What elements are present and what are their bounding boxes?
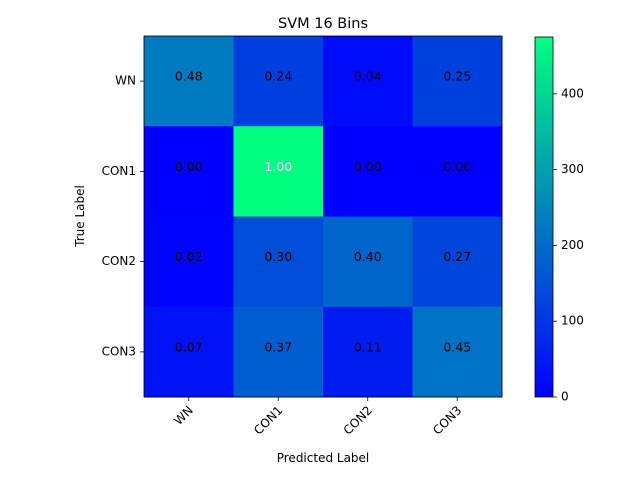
heatmap-cell-r1-c2 — [323, 126, 413, 217]
y-axis-label: True Label — [73, 185, 87, 248]
y-tick-label-2: CON2 — [102, 254, 136, 268]
heatmap-cell-r1-c0 — [144, 126, 234, 217]
heatmap-cell-r1-c1 — [233, 126, 324, 217]
colorbar — [534, 36, 554, 398]
cell-label-r1-c2: 0.00 — [354, 159, 382, 174]
x-axis-label: Predicted Label — [277, 451, 370, 465]
heatmap-cell-r3-c1 — [233, 306, 324, 398]
heatmap-cell-r0-c2 — [323, 36, 413, 127]
heatmap-cell-r0-c1 — [233, 36, 324, 127]
x-axis-ticks: WN CON1 CON2 CON3 — [171, 397, 464, 437]
x-tick-label-3: CON3 — [430, 403, 464, 437]
heatmap-cell-r3-c3 — [412, 306, 503, 398]
heatmap-cell-r2-c3 — [412, 216, 503, 308]
colorbar-tick-label-0: 0 — [561, 390, 569, 404]
colorbar-tick-label-3: 300 — [561, 162, 584, 176]
y-axis-ticks: WN CON1 CON2 CON3 — [102, 74, 144, 358]
plot-frame — [143, 35, 503, 398]
cell-label-r2-c0: 0.02 — [175, 249, 203, 264]
heatmap-cell-r1-c3 — [412, 126, 503, 217]
cell-label-r1-c3: 0.00 — [443, 159, 471, 174]
cell-label-r1-c0: 0.00 — [175, 159, 203, 174]
chart-title: SVM 16 Bins — [278, 16, 368, 32]
heatmap-cell-r2-c2 — [323, 216, 413, 308]
colorbar-tick-label-4: 400 — [561, 86, 584, 100]
y-tick-label-3: CON3 — [102, 344, 136, 358]
cell-label-r0-c3: 0.25 — [443, 69, 471, 84]
cell-label-r0-c1: 0.24 — [264, 69, 292, 84]
cell-label-r1-c1: 1.00 — [264, 159, 292, 174]
cell-label-r3-c2: 0.11 — [354, 339, 382, 354]
heatmap-cell-r2-c1 — [233, 216, 324, 308]
colorbar-tick-label-1: 100 — [561, 314, 584, 328]
y-tick-label-1: CON1 — [102, 164, 136, 178]
cell-label-r2-c1: 0.30 — [264, 249, 292, 264]
heatmap-cell-r0-c3 — [412, 36, 503, 127]
cell-label-r3-c1: 0.37 — [264, 339, 292, 354]
heatmap-cell-r3-c0 — [144, 306, 234, 398]
cell-label-r3-c0: 0.07 — [175, 339, 203, 354]
heatmap-cell-labels: 0.48 0.24 0.04 0.25 0.00 1.00 0.00 0.00 0.02 0.30… — [175, 69, 471, 355]
cell-label-r2-c3: 0.27 — [443, 249, 471, 264]
colorbar-ticks: 0 100 200 300 400 — [553, 86, 584, 404]
cell-label-r2-c2: 0.40 — [354, 249, 382, 264]
x-tick-label-0: WN — [171, 403, 196, 428]
cell-label-r3-c3: 0.45 — [443, 339, 471, 354]
colorbar-tick-label-2: 200 — [561, 238, 584, 252]
x-tick-label-1: CON1 — [251, 403, 285, 437]
heatmap-cells — [144, 36, 503, 398]
y-tick-label-0: WN — [115, 74, 136, 88]
heatmap-cell-r3-c2 — [323, 306, 413, 398]
cell-label-r0-c2: 0.04 — [354, 69, 382, 84]
heatmap-cell-r0-c0 — [144, 36, 234, 127]
x-tick-label-2: CON2 — [341, 403, 375, 437]
heatmap-cell-r2-c0 — [144, 216, 234, 308]
cell-label-r0-c0: 0.48 — [175, 69, 203, 84]
